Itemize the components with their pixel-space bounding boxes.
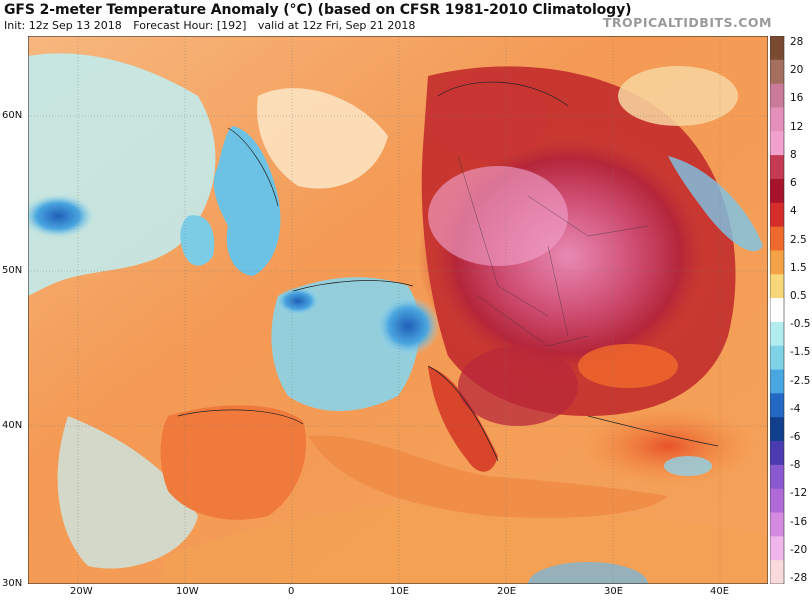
colorbar-label: 0.5 [790, 289, 807, 302]
colorbar-label: -12 [790, 487, 808, 500]
colorbar-swatch [770, 298, 784, 323]
colorbar-swatch [770, 131, 784, 156]
colorbar-label: 2.5 [790, 233, 807, 246]
colorbar-label: 12 [790, 120, 804, 133]
turkey-cool-spot [664, 456, 712, 476]
colorbar-label: -2.5 [790, 374, 811, 387]
black-sea-warm [578, 344, 678, 388]
colorbar-swatch [770, 512, 784, 537]
colorbar-label: -0.5 [790, 318, 811, 331]
north-sea-cool [257, 88, 388, 189]
colorbar-swatch [770, 393, 784, 418]
lon-label-10w: 10W [176, 586, 199, 597]
colorbar-label: 1.5 [790, 261, 807, 274]
anomaly-map [28, 36, 768, 584]
atlantic-cool-south [57, 416, 198, 569]
colorbar-label: 4 [790, 205, 797, 218]
colorbar-label: 8 [790, 148, 797, 161]
alps-cold-spot [376, 296, 440, 356]
north-africa [158, 501, 768, 584]
colorbar-label: 28 [790, 36, 804, 48]
colorbar-swatch [770, 274, 784, 299]
lon-label-20e: 20E [497, 586, 517, 597]
colorbar-label: -8 [790, 459, 801, 472]
balkan-hot-area [458, 346, 578, 426]
country-borders [457, 155, 649, 347]
colorbar-swatch [770, 560, 784, 584]
poland-pink-core [428, 166, 568, 266]
lat-label-50n: 50N [2, 265, 23, 276]
russia-cool-band [668, 156, 763, 252]
colorbar-swatch [770, 226, 784, 251]
colorbar-label: -6 [790, 430, 801, 443]
colorbar-label: 20 [790, 64, 804, 77]
coastline-east [427, 81, 719, 462]
colorbar-label: -28 [790, 572, 808, 584]
colorbar-label: -16 [790, 515, 808, 528]
coastline-west [177, 127, 414, 425]
colorbar-swatch [770, 369, 784, 394]
colorbar-swatch [770, 202, 784, 228]
colorbar-swatch [770, 155, 784, 180]
forecast-hour: Forecast Hour: [192] [133, 19, 247, 32]
colorbar-swatch [770, 107, 784, 132]
brand-watermark: TROPICALTIDBITS.COM [602, 15, 772, 30]
graticule [28, 36, 768, 584]
lat-label-30n: 30N [2, 578, 23, 589]
colorbar-swatch [770, 83, 784, 108]
ireland [180, 215, 215, 266]
colorbar-swatch [770, 488, 784, 514]
init-time: Init: 12z Sep 13 2018 [4, 19, 122, 32]
valid-time: valid at 12z Fri, Sep 21 2018 [257, 19, 416, 32]
lon-label-10e: 10E [390, 586, 410, 597]
map-title: GFS 2-meter Temperature Anomaly (°C) (ba… [4, 2, 632, 18]
british-isles [213, 126, 281, 276]
colorbar-frame [770, 36, 785, 584]
lon-label-30e: 30E [604, 586, 624, 597]
iberia [160, 405, 307, 520]
colorbar [770, 36, 785, 584]
lon-label-40e: 40E [710, 586, 730, 597]
channel-cold-spot [276, 287, 320, 315]
colorbar-swatch [770, 36, 784, 61]
colorbar-swatch [770, 59, 784, 85]
colorbar-label: -4 [790, 402, 801, 415]
map-subtitle: Init: 12z Sep 13 2018 Forecast Hour: [19… [4, 19, 423, 32]
lon-label-0: 0 [288, 586, 295, 597]
sahara-cool-spot [528, 562, 648, 584]
lat-label-40n: 40N [2, 420, 23, 431]
colorbar-swatch [770, 464, 784, 490]
colorbar-label: -20 [790, 543, 808, 556]
north-russia-cool [618, 66, 738, 126]
turkey-warm-area [578, 406, 758, 486]
colorbar-swatch [770, 178, 784, 204]
colorbar-label: 16 [790, 92, 804, 105]
colorbar-swatch [770, 250, 784, 275]
lon-label-20w: 20W [70, 586, 93, 597]
colorbar-label: -1.5 [790, 346, 811, 359]
colorbar-swatch [770, 441, 784, 466]
colorbar-label: 6 [790, 177, 797, 190]
colorbar-swatch [770, 417, 784, 442]
colorbar-swatch [770, 321, 784, 347]
colorbar-swatch [770, 536, 784, 561]
header: GFS 2-meter Temperature Anomaly (°C) (ba… [0, 0, 812, 36]
mediterranean-sea [308, 435, 668, 518]
italy [428, 366, 498, 472]
lat-label-60n: 60N [2, 110, 23, 121]
atlantic-cold-spot [28, 194, 94, 238]
colorbar-swatch [770, 345, 784, 371]
